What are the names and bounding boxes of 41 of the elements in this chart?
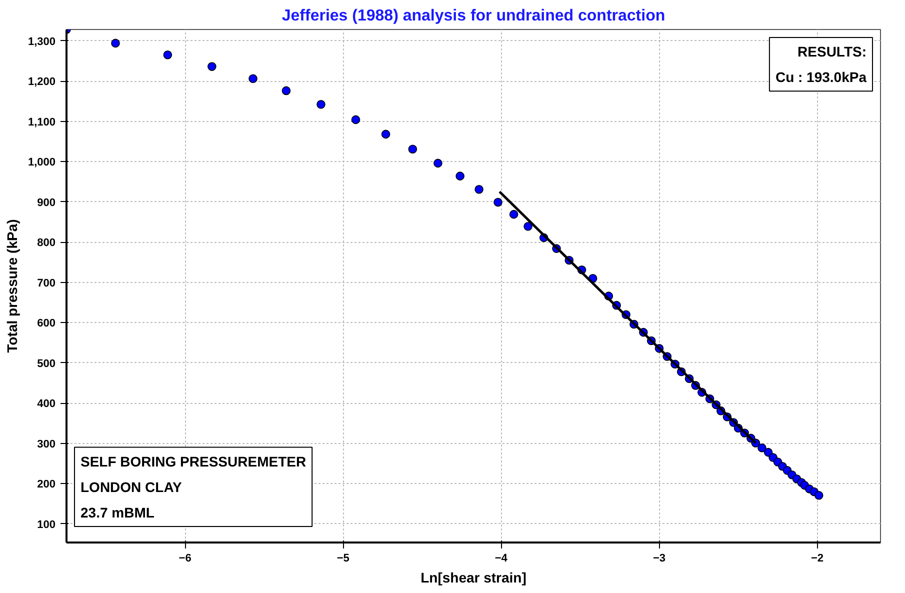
point bbox=[351, 115, 360, 124]
point bbox=[282, 86, 291, 96]
point bbox=[381, 130, 390, 139]
y-tick-label: 300 bbox=[37, 438, 56, 450]
point bbox=[814, 490, 824, 500]
point bbox=[408, 144, 418, 154]
point bbox=[758, 443, 766, 452]
point bbox=[524, 222, 532, 231]
y-tick-label: 900 bbox=[37, 196, 56, 209]
y-tick-label: 1,000 bbox=[28, 156, 56, 169]
y-tick-label: 600 bbox=[37, 318, 56, 330]
point bbox=[509, 210, 518, 219]
y-tick-label: 500 bbox=[37, 358, 56, 370]
y-axis-title: Total pressure (kPa) bbox=[4, 219, 20, 353]
point bbox=[764, 448, 773, 457]
y-tick-label: 800 bbox=[37, 237, 56, 250]
y-tick-label: 1,300 bbox=[28, 36, 56, 48]
annotation: SELF BORING PRESSUREMETER LONDON CLAY 23.7 mBML bbox=[80, 453, 306, 520]
y-tick-label: 1,200 bbox=[28, 76, 56, 88]
y-tick-label: 100 bbox=[37, 518, 56, 531]
point bbox=[111, 38, 120, 48]
chart-title: Jefferies (1988) analysis for undrained contraction bbox=[282, 8, 666, 24]
y-tick-label: 400 bbox=[37, 398, 56, 410]
y-tick-label: 200 bbox=[37, 478, 56, 491]
x-tick-label: −4 bbox=[494, 552, 508, 564]
point bbox=[474, 184, 484, 194]
annotation: RESULTS: Cu : 193.0kPa bbox=[775, 44, 867, 86]
point bbox=[248, 74, 258, 84]
x-tick-label: −3 bbox=[652, 552, 666, 564]
x-axis-title: Ln[shear strain] bbox=[420, 570, 526, 586]
y-tick-label: 1,100 bbox=[28, 116, 56, 128]
x-tick-label: −6 bbox=[178, 552, 192, 564]
point bbox=[494, 198, 502, 207]
point bbox=[208, 62, 216, 71]
point bbox=[163, 50, 172, 60]
y-tick-label: 700 bbox=[37, 277, 56, 290]
x-tick-label: −5 bbox=[336, 552, 350, 564]
point bbox=[456, 172, 464, 180]
point bbox=[434, 158, 442, 168]
point bbox=[316, 100, 326, 109]
x-tick-label: −2 bbox=[811, 552, 824, 564]
